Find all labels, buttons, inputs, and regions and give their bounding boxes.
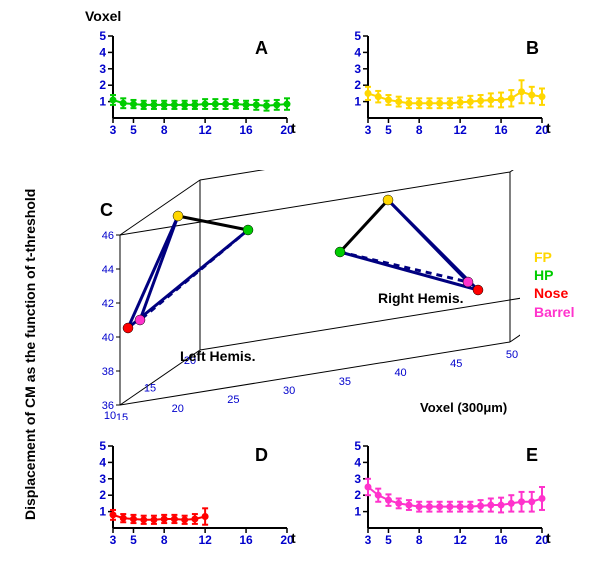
svg-text:3: 3 [365,533,372,547]
t-axis-label: t [546,120,551,136]
svg-text:35: 35 [339,376,351,388]
svg-text:8: 8 [416,533,423,547]
right-hemi-label: Right Hemis. [378,290,464,306]
svg-text:15: 15 [116,412,128,420]
svg-text:38: 38 [102,366,114,378]
svg-text:25: 25 [227,394,239,406]
svg-text:3: 3 [365,123,372,137]
svg-text:5: 5 [354,440,361,453]
svg-text:3: 3 [110,123,117,137]
svg-text:8: 8 [416,123,423,137]
figure: Displacement of CM as the function of t-… [0,0,600,574]
svg-text:1: 1 [99,505,106,519]
svg-text:5: 5 [354,30,361,43]
voxel3d-axis-label: Voxel (300μm) [420,400,507,415]
legend-item: Barrel [534,303,574,321]
svg-text:12: 12 [453,123,467,137]
t-axis-label: t [291,120,296,136]
panel-c-label: C [100,200,113,221]
svg-text:2: 2 [354,488,361,502]
svg-text:5: 5 [385,123,392,137]
svg-text:4: 4 [354,455,361,469]
panel-e-label: E [526,445,538,466]
svg-text:50: 50 [506,349,518,361]
svg-text:4: 4 [354,45,361,59]
svg-text:16: 16 [494,533,508,547]
svg-text:30: 30 [283,385,295,397]
svg-text:5: 5 [130,533,137,547]
panel-b: 12345358121620 [340,30,550,140]
svg-text:16: 16 [239,123,253,137]
svg-text:45: 45 [450,358,462,370]
legend: FPHPNoseBarrel [534,248,574,321]
panel-b-label: B [526,38,539,59]
legend-item: FP [534,248,574,266]
svg-text:1: 1 [354,95,361,109]
svg-text:3: 3 [354,472,361,486]
voxel-label: Voxel [85,8,121,24]
svg-text:8: 8 [161,533,168,547]
svg-text:3: 3 [354,62,361,76]
t-axis-label: t [546,530,551,546]
legend-item: HP [534,266,574,284]
svg-text:8: 8 [161,123,168,137]
svg-text:2: 2 [354,78,361,92]
svg-text:5: 5 [385,533,392,547]
svg-text:5: 5 [99,30,106,43]
svg-text:1: 1 [354,505,361,519]
left-hemi-label: Left Hemis. [180,348,255,364]
svg-text:46: 46 [102,230,114,242]
svg-text:10: 10 [104,410,116,420]
y-axis-title: Displacement of CM as the function of t-… [22,189,38,520]
svg-text:4: 4 [99,455,106,469]
svg-text:44: 44 [102,264,114,276]
svg-text:16: 16 [239,533,253,547]
svg-text:3: 3 [110,533,117,547]
svg-text:5: 5 [99,440,106,453]
svg-text:1: 1 [99,95,106,109]
svg-text:40: 40 [394,367,406,379]
svg-text:40: 40 [102,332,114,344]
svg-text:4: 4 [99,45,106,59]
svg-text:3: 3 [99,62,106,76]
t-axis-label: t [291,530,296,546]
svg-text:5: 5 [130,123,137,137]
svg-text:3: 3 [99,472,106,486]
panel-d-label: D [255,445,268,466]
panel-e: 12345358121620 [340,440,550,550]
svg-text:12: 12 [198,533,212,547]
svg-text:16: 16 [494,123,508,137]
svg-text:12: 12 [198,123,212,137]
svg-text:20: 20 [172,403,184,415]
svg-text:2: 2 [99,78,106,92]
svg-text:2: 2 [99,488,106,502]
svg-text:12: 12 [453,533,467,547]
svg-text:42: 42 [102,298,114,310]
svg-text:15: 15 [144,383,156,395]
legend-item: Nose [534,284,574,302]
panel-a-label: A [255,38,268,59]
